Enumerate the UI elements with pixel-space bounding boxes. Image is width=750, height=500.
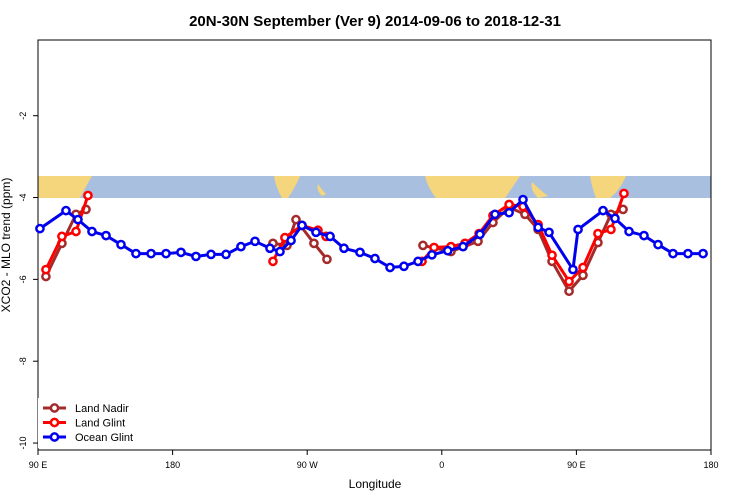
point bbox=[385, 262, 395, 273]
point bbox=[533, 222, 543, 233]
legend-marker bbox=[49, 432, 60, 442]
x-tick-label: 90 W bbox=[297, 460, 319, 470]
point bbox=[131, 248, 141, 259]
point bbox=[309, 238, 319, 249]
point bbox=[475, 229, 485, 240]
point bbox=[236, 241, 246, 252]
point bbox=[598, 205, 608, 216]
point bbox=[683, 248, 693, 259]
point bbox=[291, 214, 301, 225]
point bbox=[547, 250, 557, 261]
y-tick-label: -8 bbox=[18, 357, 28, 365]
point bbox=[206, 249, 216, 260]
point bbox=[490, 209, 500, 220]
point bbox=[339, 243, 349, 254]
chart-title: 20N-30N September (Ver 9) 2014-09-06 to … bbox=[189, 13, 561, 30]
point bbox=[619, 188, 629, 199]
point bbox=[116, 239, 126, 250]
point bbox=[429, 242, 439, 253]
series-line bbox=[44, 192, 626, 284]
legend-label: Land Glint bbox=[75, 418, 125, 430]
point bbox=[442, 245, 453, 256]
point bbox=[275, 246, 285, 257]
point bbox=[564, 276, 574, 287]
point bbox=[639, 230, 649, 241]
point bbox=[71, 226, 81, 237]
y-tick-label: -6 bbox=[18, 275, 28, 283]
y-axis-label: XCO2 - MLO trend (ppm) bbox=[0, 178, 13, 313]
point bbox=[458, 241, 468, 252]
point bbox=[573, 224, 583, 235]
point bbox=[41, 264, 51, 275]
x-axis-label: Longitude bbox=[349, 477, 402, 491]
point bbox=[413, 256, 423, 267]
point bbox=[568, 264, 578, 275]
point bbox=[427, 249, 437, 260]
point bbox=[564, 286, 574, 297]
point bbox=[268, 256, 278, 267]
point bbox=[322, 254, 332, 265]
point bbox=[504, 199, 514, 210]
map-land bbox=[531, 182, 548, 198]
point bbox=[176, 247, 186, 258]
series-line bbox=[39, 197, 704, 274]
point bbox=[161, 248, 171, 259]
point bbox=[370, 253, 380, 264]
point bbox=[221, 249, 231, 260]
point bbox=[61, 205, 71, 216]
legend-label: Land Nadir bbox=[75, 403, 129, 415]
point bbox=[399, 261, 409, 272]
map-strip bbox=[38, 176, 711, 198]
point bbox=[83, 190, 93, 201]
point bbox=[35, 223, 45, 234]
point bbox=[146, 248, 156, 259]
series-line bbox=[44, 205, 624, 294]
point bbox=[698, 248, 708, 259]
point bbox=[518, 194, 528, 205]
point bbox=[311, 227, 321, 238]
map-land bbox=[38, 176, 92, 198]
point bbox=[265, 243, 275, 254]
x-tick-label: 90 E bbox=[567, 460, 586, 470]
x-tick-label: 0 bbox=[439, 460, 444, 470]
point bbox=[57, 231, 67, 242]
map-land bbox=[590, 176, 626, 198]
point bbox=[504, 207, 514, 218]
point bbox=[544, 227, 554, 238]
x-tick-label: 180 bbox=[703, 460, 718, 470]
point bbox=[73, 214, 83, 225]
map-land bbox=[317, 184, 326, 196]
point bbox=[653, 239, 663, 250]
point bbox=[101, 230, 111, 241]
point bbox=[578, 270, 588, 281]
point bbox=[297, 220, 307, 231]
x-tick-label: 180 bbox=[165, 460, 180, 470]
map-land bbox=[274, 176, 300, 198]
y-tick-label: -4 bbox=[18, 194, 28, 202]
legend-marker bbox=[49, 417, 60, 428]
point bbox=[355, 247, 365, 258]
point bbox=[325, 231, 335, 242]
point bbox=[624, 226, 634, 237]
point bbox=[610, 213, 620, 224]
map-land bbox=[425, 176, 520, 198]
point bbox=[418, 240, 428, 251]
plot-frame bbox=[37, 39, 712, 451]
point bbox=[593, 228, 603, 239]
point bbox=[606, 224, 616, 235]
point bbox=[191, 251, 201, 262]
point bbox=[286, 235, 296, 246]
y-tick-label: -2 bbox=[18, 112, 28, 120]
legend-label: Ocean Glint bbox=[75, 432, 133, 444]
point bbox=[250, 236, 260, 247]
legend-marker bbox=[49, 403, 60, 413]
point bbox=[668, 248, 678, 259]
x-tick-label: 90 E bbox=[29, 460, 48, 470]
point bbox=[578, 262, 588, 273]
y-tick-label: -10 bbox=[18, 437, 28, 450]
point bbox=[87, 226, 97, 237]
